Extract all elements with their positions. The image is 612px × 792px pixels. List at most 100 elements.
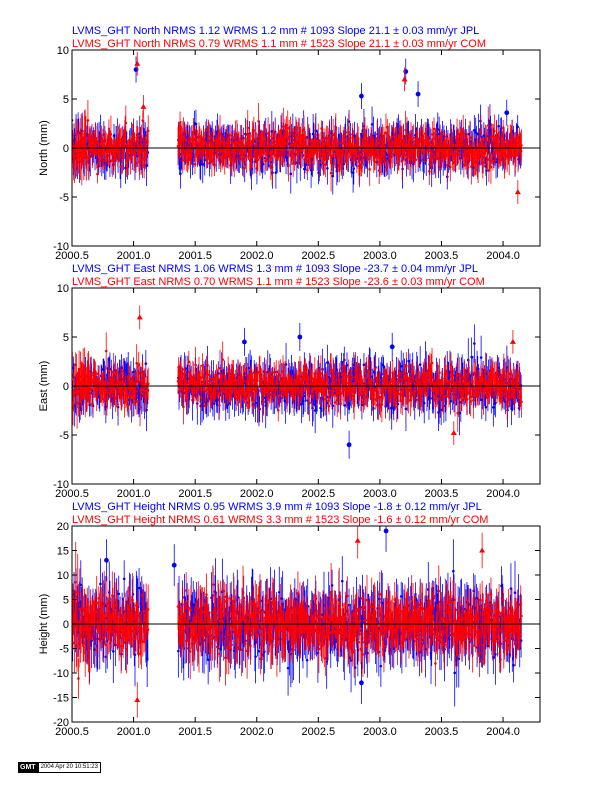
data-point <box>244 368 248 371</box>
data-point <box>91 402 94 406</box>
panel-title-line: LVMS_GHT North NRMS 0.79 WRMS 1.1 mm # 1… <box>72 38 486 50</box>
data-point <box>284 134 288 137</box>
data-point <box>475 380 479 384</box>
data-point <box>343 137 346 141</box>
data-point <box>373 155 377 158</box>
data-point <box>320 127 323 130</box>
data-point <box>412 136 416 139</box>
y-tick-label: -5 <box>59 192 69 204</box>
data-point <box>98 159 102 162</box>
data-point <box>384 131 388 135</box>
data-point <box>261 162 265 166</box>
data-point <box>182 405 185 409</box>
x-tick-label: 2003.0 <box>363 250 397 262</box>
data-point <box>328 389 332 392</box>
data-point <box>451 143 455 147</box>
data-point <box>287 164 290 168</box>
data-point <box>409 158 412 161</box>
data-point <box>478 152 482 155</box>
data-point <box>243 151 247 155</box>
data-point <box>516 152 520 156</box>
data-point <box>228 155 232 159</box>
data-point <box>404 364 408 368</box>
data-point <box>486 124 490 127</box>
y-tick-label: 0 <box>63 143 69 155</box>
data-point <box>385 165 388 169</box>
data-point <box>204 128 208 131</box>
data-point <box>323 158 326 162</box>
data-point <box>273 140 277 143</box>
data-point <box>437 157 441 161</box>
data-point <box>339 392 343 395</box>
data-point <box>119 141 122 145</box>
panel-title-line: LVMS_GHT North NRMS 1.12 WRMS 1.2 mm # 1… <box>72 25 479 37</box>
data-point <box>131 131 135 135</box>
data-point <box>444 394 448 398</box>
data-point <box>289 132 292 135</box>
data-point <box>366 396 369 399</box>
data-point <box>343 404 347 407</box>
data-point <box>405 132 409 136</box>
data-point <box>451 373 454 377</box>
data-point <box>297 390 301 393</box>
data-point <box>471 379 474 383</box>
data-point <box>236 157 239 161</box>
data-point <box>177 365 180 369</box>
data-point <box>422 401 426 405</box>
data-point <box>331 133 335 137</box>
panel-0: LVMS_GHT North NRMS 1.12 WRMS 1.2 mm # 1… <box>38 25 541 262</box>
data-point <box>205 370 208 373</box>
data-point <box>234 393 238 397</box>
data-point <box>200 380 204 384</box>
data-point <box>491 159 495 163</box>
data-point <box>226 391 229 395</box>
data-point <box>115 379 119 383</box>
data-point <box>370 123 374 126</box>
data-point <box>289 172 293 176</box>
data-point <box>220 140 223 143</box>
data-point <box>377 141 380 145</box>
data-point <box>274 370 278 374</box>
data-point <box>262 400 265 404</box>
data-point <box>457 153 461 157</box>
data-point <box>242 166 246 170</box>
data-point <box>281 387 284 391</box>
data-point <box>442 386 446 390</box>
data-point <box>462 396 466 400</box>
outlier-point <box>504 110 510 116</box>
data-point <box>358 374 362 377</box>
data-point <box>319 144 323 147</box>
data-point <box>446 163 449 167</box>
data-point <box>101 139 105 143</box>
outlier-point <box>514 189 521 195</box>
data-point <box>380 373 383 376</box>
outlier-point <box>359 93 364 99</box>
data-point <box>307 140 311 143</box>
data-point <box>410 394 413 398</box>
data-point <box>126 403 130 407</box>
data-point <box>355 154 359 158</box>
data-point <box>176 379 180 383</box>
data-point <box>264 159 267 163</box>
data-point <box>197 152 200 155</box>
data-point <box>206 373 210 377</box>
data-point <box>96 388 99 391</box>
data-point <box>317 140 321 144</box>
data-point <box>484 370 487 373</box>
data-point <box>438 371 441 375</box>
data-point <box>449 380 452 383</box>
data-point <box>184 139 188 142</box>
data-point <box>411 371 415 374</box>
data-point <box>413 389 417 393</box>
data-point <box>116 403 120 406</box>
data-point <box>203 148 207 152</box>
data-point <box>84 139 88 142</box>
data-point <box>326 361 329 364</box>
data-point <box>250 156 254 159</box>
data-point <box>138 405 142 409</box>
data-point <box>138 371 141 375</box>
data-point <box>436 374 439 378</box>
data-point <box>104 349 108 353</box>
data-point <box>146 129 150 133</box>
data-point <box>400 134 403 138</box>
